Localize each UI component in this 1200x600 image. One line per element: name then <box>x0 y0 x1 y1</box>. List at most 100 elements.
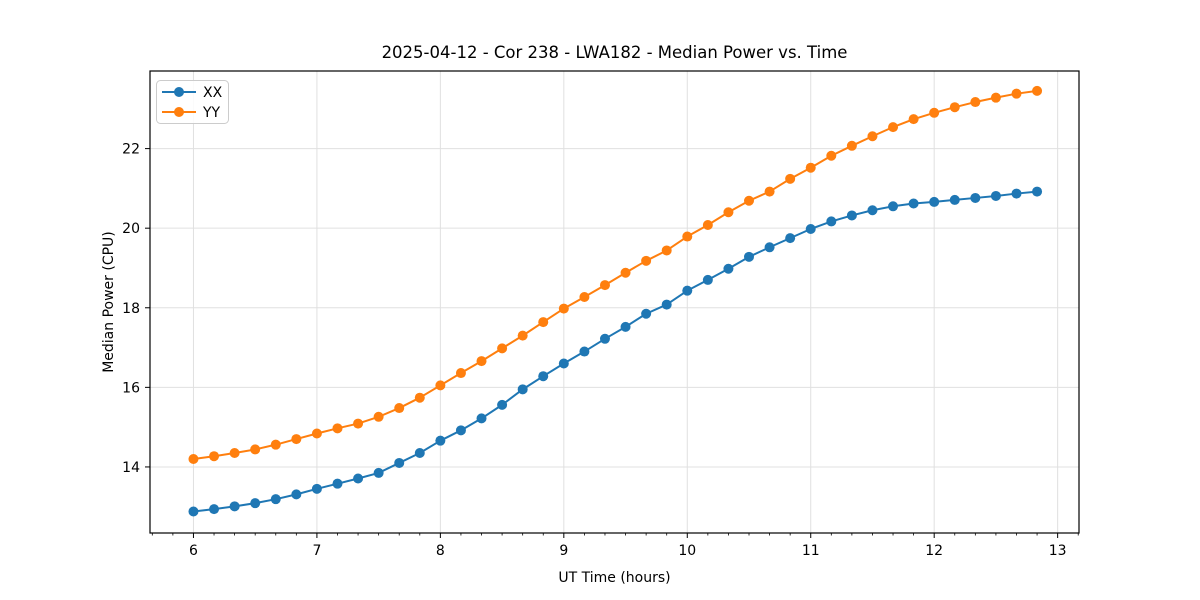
series-xx-marker <box>394 457 405 468</box>
series-xx-marker <box>908 198 919 209</box>
series-yy-marker <box>332 423 343 434</box>
series-xx-marker <box>414 448 425 459</box>
series-yy-marker <box>723 207 734 218</box>
legend-label-yy: YY <box>202 105 221 121</box>
series-xx-marker <box>435 435 446 446</box>
series-yy-marker <box>970 97 981 108</box>
series-xx-marker <box>661 299 672 310</box>
series-yy-marker <box>620 267 631 278</box>
legend-marker-yy <box>174 107 184 117</box>
series-xx-marker <box>929 196 940 207</box>
series-xx-marker <box>579 346 590 357</box>
series-xx-marker <box>867 205 878 216</box>
series-yy-marker <box>744 195 755 206</box>
series-yy-marker <box>949 102 960 113</box>
series-xx-marker <box>311 483 322 494</box>
series-xx-marker <box>682 285 693 296</box>
series-yy-marker <box>867 131 878 142</box>
chart-title: 2025-04-12 - Cor 238 - LWA182 - Median P… <box>382 43 848 62</box>
series-yy-marker <box>270 439 281 450</box>
series-xx-marker <box>291 489 302 500</box>
series-yy-marker <box>1032 85 1043 96</box>
x-tick-label: 11 <box>802 543 820 559</box>
series-xx-marker <box>888 201 899 212</box>
series-yy-marker <box>538 317 549 328</box>
series-xx-marker <box>723 263 734 274</box>
series-yy-marker <box>888 122 899 133</box>
series-xx-marker <box>826 216 837 227</box>
series-xx-marker <box>764 242 775 253</box>
series-yy-marker <box>579 292 590 303</box>
y-tick-label: 16 <box>122 380 140 396</box>
y-tick-label: 20 <box>122 221 140 237</box>
series-yy-marker <box>908 114 919 125</box>
x-tick-label: 6 <box>189 543 198 559</box>
series-xx-marker <box>558 358 569 369</box>
axes-box <box>149 70 1080 534</box>
series-xx-marker <box>744 251 755 262</box>
series-xx-marker <box>229 501 240 512</box>
x-axis-label: UT Time (hours) <box>558 570 670 586</box>
series-yy-marker <box>394 403 405 414</box>
series-xx-marker <box>1032 186 1043 197</box>
series-xx-marker <box>517 384 528 395</box>
series-xx-marker <box>949 194 960 205</box>
series-yy-marker <box>209 451 220 462</box>
series-yy-marker <box>311 428 322 439</box>
x-tick-label: 7 <box>312 543 321 559</box>
y-tick-label: 18 <box>122 301 140 317</box>
series-yy-marker <box>682 231 693 242</box>
series-yy-marker <box>558 303 569 314</box>
x-tick-label: 12 <box>925 543 943 559</box>
series-yy-marker <box>250 444 261 455</box>
y-tick-label: 14 <box>122 460 140 476</box>
series-yy-marker <box>497 343 508 354</box>
series-yy-marker <box>805 162 816 173</box>
series-xx-marker <box>209 504 220 515</box>
series-yy-marker <box>414 392 425 403</box>
series-xx-marker <box>497 399 508 410</box>
series-yy-marker <box>846 140 857 151</box>
series-yy-marker <box>641 255 652 266</box>
x-tick-label: 9 <box>559 543 568 559</box>
series-xx-marker <box>332 478 343 489</box>
legend-label-xx: XX <box>203 85 223 101</box>
x-tick-label: 10 <box>678 543 696 559</box>
series-yy-marker <box>990 92 1001 103</box>
series-yy-marker <box>435 380 446 391</box>
series-xx-marker <box>599 333 610 344</box>
x-tick-label: 8 <box>436 543 445 559</box>
series-xx-marker <box>455 425 466 436</box>
legend-marker-xx <box>174 87 184 97</box>
series-xx-marker <box>990 190 1001 201</box>
series-yy-marker <box>599 280 610 291</box>
series-xx-marker <box>188 506 199 517</box>
series-yy-marker <box>291 434 302 445</box>
series-xx-marker <box>702 274 713 285</box>
series-xx-marker <box>641 308 652 319</box>
series-yy-marker <box>455 368 466 379</box>
series-yy-marker <box>702 220 713 230</box>
series-xx-marker <box>476 413 487 424</box>
x-tick-label: 13 <box>1049 543 1067 559</box>
series-xx-marker <box>805 223 816 234</box>
series-yy-marker <box>517 330 528 341</box>
series-xx-marker <box>538 371 549 382</box>
series-xx-marker <box>270 494 281 505</box>
series-yy-marker <box>476 356 487 367</box>
series-yy-marker <box>188 453 199 464</box>
series-yy-marker <box>1011 88 1022 99</box>
series-yy-marker <box>764 186 775 197</box>
series-xx-marker <box>353 473 364 484</box>
series-xx-marker <box>373 467 384 478</box>
series-yy-marker <box>661 245 672 256</box>
series-yy-marker <box>929 107 940 118</box>
series-xx-marker <box>970 192 981 203</box>
series-xx-marker <box>846 210 857 221</box>
series-xx-marker <box>785 233 796 244</box>
y-tick-label: 22 <box>122 142 140 158</box>
series-xx-marker <box>250 498 261 509</box>
series-yy-marker <box>229 448 240 459</box>
